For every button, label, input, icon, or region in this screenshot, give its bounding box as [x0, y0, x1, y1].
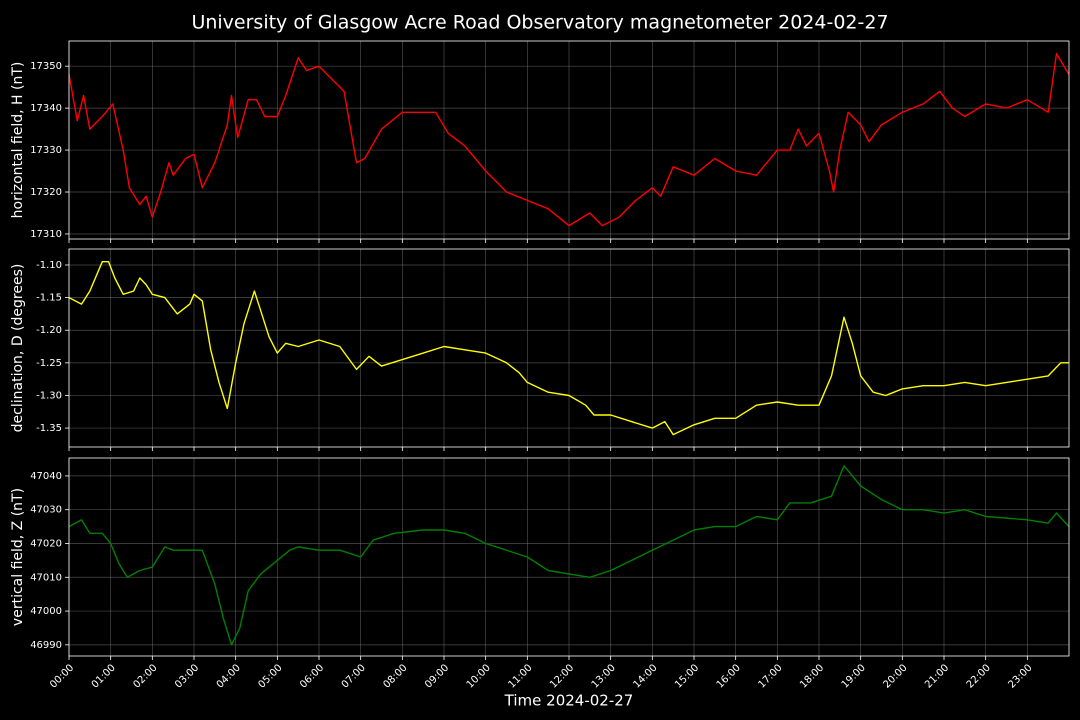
- y-tick-label: 47020: [30, 538, 62, 549]
- data-line: [68, 52, 1070, 227]
- y-axis-label: horizontal field, H (nT): [10, 62, 26, 219]
- x-axis-label: Time 2024-02-27: [504, 692, 634, 710]
- y-tick-label: 46990: [30, 640, 62, 651]
- y-tick-label: 17340: [30, 103, 62, 114]
- data-line: [68, 261, 1069, 436]
- y-axis-label: declination, D (degrees): [10, 264, 26, 433]
- y-tick-label: 17310: [30, 229, 62, 240]
- axes-frame: [68, 40, 1070, 240]
- axes-frame: [68, 248, 1070, 448]
- y-tick-label: 17320: [30, 187, 62, 198]
- y-tick-label: -1.15: [36, 293, 62, 304]
- y-tick-label: -1.25: [36, 358, 62, 369]
- y-tick-label: 47030: [30, 505, 62, 516]
- y-tick-label: -1.30: [36, 390, 62, 401]
- y-tick-label: 17330: [30, 145, 62, 156]
- data-line: [68, 465, 1070, 646]
- y-tick-label: 47010: [30, 572, 62, 583]
- y-tick-label: -1.35: [36, 423, 62, 434]
- figure-title: University of Glasgow Acre Road Observat…: [191, 12, 888, 34]
- y-tick-label: 47000: [30, 606, 62, 617]
- y-tick-label: -1.10: [36, 260, 62, 271]
- axes-frame: [68, 457, 1070, 657]
- y-tick-label: -1.20: [36, 325, 62, 336]
- y-tick-label: 47040: [30, 471, 62, 482]
- y-axis-label: vertical field, Z (nT): [10, 488, 26, 626]
- y-tick-label: 17350: [30, 61, 62, 72]
